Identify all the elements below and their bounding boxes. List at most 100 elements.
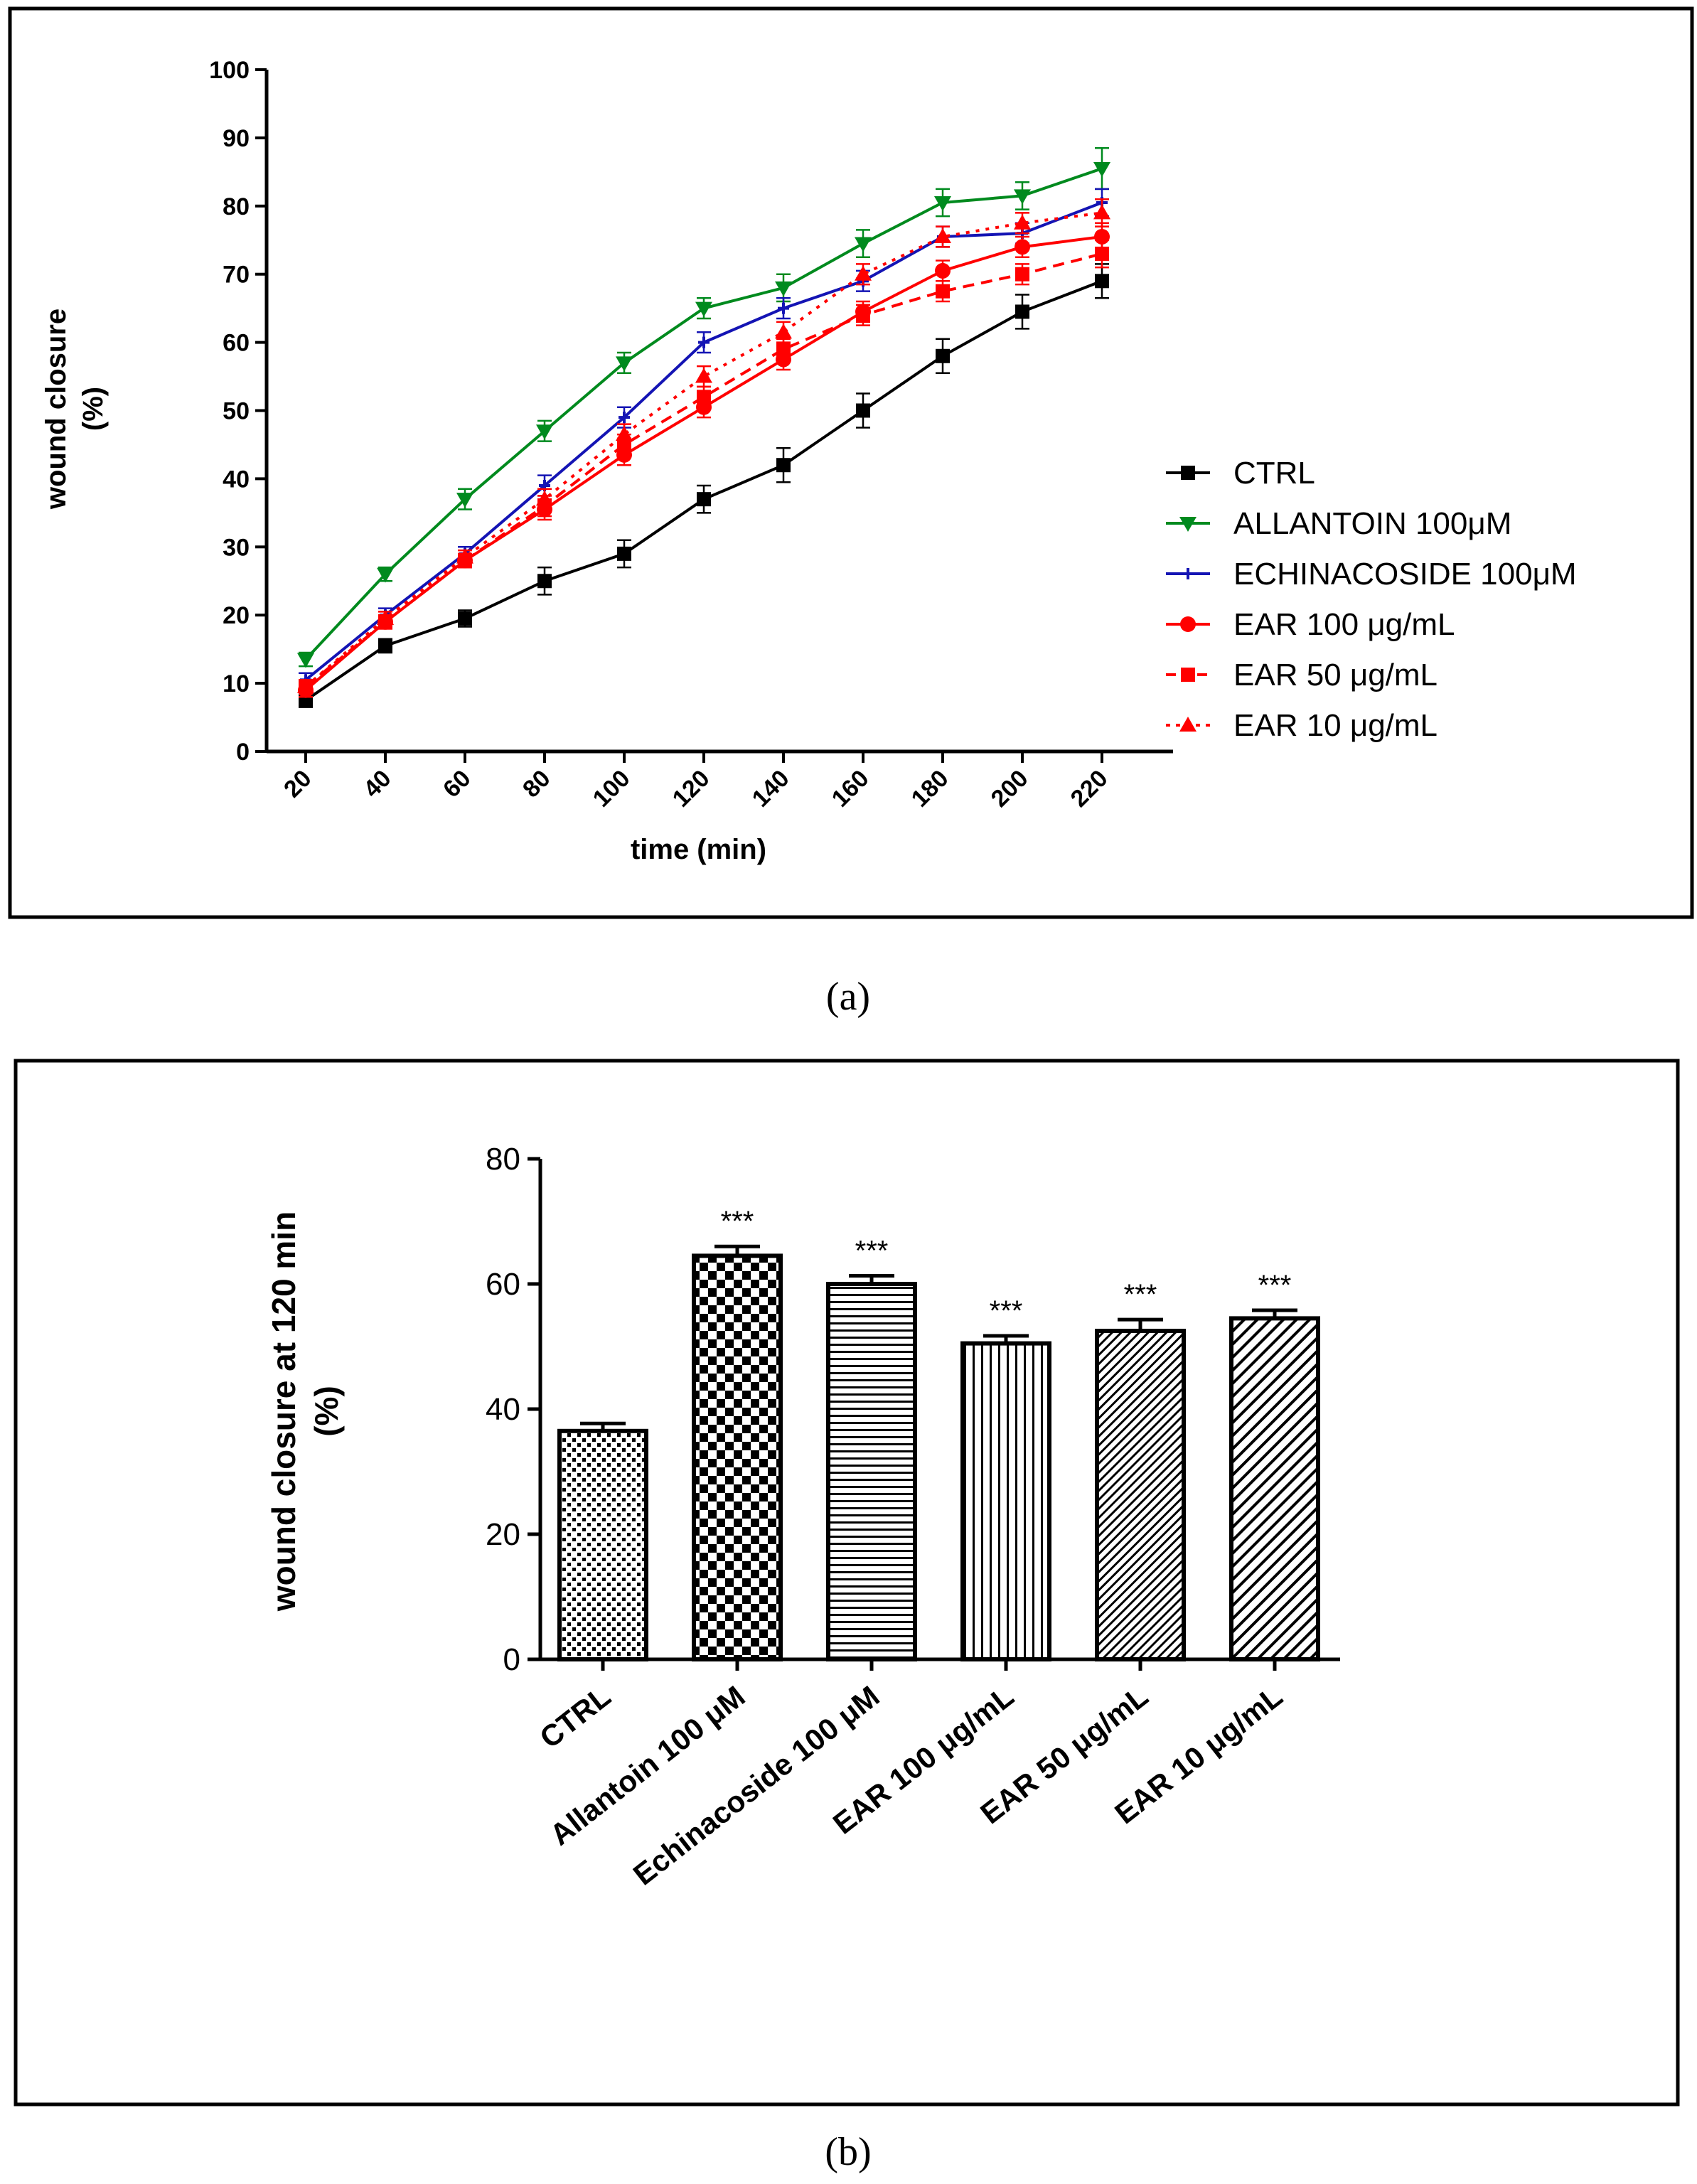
bar	[557, 1428, 648, 1662]
y-tick-label: 80	[486, 1142, 520, 1177]
panel-a-label: (a)	[826, 975, 870, 1019]
data-point	[536, 491, 553, 506]
data-point	[934, 228, 951, 243]
y-tick-label: 50	[223, 398, 250, 425]
data-point	[775, 281, 792, 296]
data-point	[536, 424, 553, 440]
data-point	[778, 302, 789, 314]
legend-marker	[1179, 717, 1197, 732]
x-tick-label: 40	[358, 765, 397, 803]
legend-label: ECHINACOSIDE 100μM	[1233, 557, 1577, 592]
data-point	[776, 458, 791, 473]
data-point	[617, 546, 631, 561]
legend-label: CTRL	[1233, 456, 1315, 491]
y-tick-label: 0	[503, 1642, 520, 1677]
significance-label: ***	[1258, 1270, 1292, 1301]
x-tick-label: 60	[438, 765, 476, 803]
data-point	[698, 336, 710, 348]
series-3	[298, 222, 1110, 698]
significance-label: ***	[990, 1295, 1023, 1327]
y-tick-label: 100	[209, 57, 250, 84]
data-point	[456, 548, 473, 564]
significance-label: ***	[721, 1206, 754, 1237]
x-tick-label: 120	[668, 765, 715, 813]
data-point	[616, 426, 633, 441]
data-point	[456, 493, 473, 508]
data-point	[619, 412, 630, 424]
data-point	[855, 265, 872, 281]
x-tick-label: 20	[279, 765, 317, 803]
y-axis-label: wound closure at 120 min	[265, 1211, 302, 1612]
y-tick-label: 0	[236, 739, 250, 766]
data-point	[297, 678, 314, 693]
x-axis-label: time (min)	[631, 834, 766, 865]
series-0	[299, 263, 1109, 708]
series-line	[304, 201, 1103, 681]
data-point	[377, 567, 394, 583]
y-tick-label: 70	[223, 262, 250, 289]
data-point	[537, 574, 552, 589]
legend-label: EAR 100 μg/mL	[1233, 607, 1455, 642]
data-point	[1093, 204, 1110, 220]
bar	[1229, 1316, 1320, 1662]
legend-label: EAR 50 μg/mL	[1233, 658, 1438, 692]
x-tick-label: 200	[986, 765, 1034, 813]
data-point	[695, 368, 712, 383]
data-point	[934, 196, 951, 212]
legend-marker	[1180, 616, 1196, 632]
y-tick-label: 30	[223, 534, 250, 561]
bar	[826, 1282, 917, 1661]
series-line	[304, 211, 1103, 688]
legend: CTRL ALLANTOIN 100μM ECHINACOSIDE 100μM EAR…	[1166, 456, 1577, 743]
y-tick-label: 60	[486, 1267, 520, 1302]
bar-chart: 0 20 40 60 80 wound closure at 120 min (%) CTRL…	[265, 1142, 1340, 1892]
series-5	[297, 198, 1110, 695]
legend-label: EAR 10 μg/mL	[1233, 708, 1438, 743]
y-tick-label: 40	[223, 466, 250, 493]
data-point	[458, 611, 472, 626]
data-point	[856, 308, 870, 323]
significance-label: ***	[855, 1236, 889, 1267]
y-tick-label: 80	[223, 193, 250, 220]
legend-marker	[1182, 568, 1194, 579]
x-tick-label: 180	[906, 765, 954, 813]
data-point	[377, 609, 394, 625]
bar	[692, 1253, 783, 1661]
legend-marker	[1181, 466, 1195, 480]
bar-group-0: CTRL	[533, 1421, 648, 1755]
series-1	[297, 147, 1110, 668]
data-point	[1095, 274, 1109, 289]
x-tick-label: CTRL	[533, 1679, 616, 1755]
y-tick-label: 40	[486, 1392, 520, 1427]
data-point	[856, 403, 870, 418]
data-point	[1014, 189, 1031, 205]
x-tick-label: 220	[1066, 765, 1113, 813]
y-tick-label: 90	[223, 125, 250, 152]
data-point	[697, 390, 711, 405]
data-point	[1015, 267, 1029, 282]
data-point	[775, 323, 792, 339]
bar	[960, 1341, 1051, 1661]
data-point	[1015, 239, 1030, 255]
data-point	[936, 348, 950, 363]
bar	[1095, 1329, 1186, 1661]
significance-label: ***	[1124, 1279, 1157, 1310]
line-chart: 0 10 20 30 40 50 60 70 80 90 100 20 40 60 80 100 120 140 1…	[41, 57, 1577, 865]
data-point	[936, 284, 950, 299]
y-tick-label: 60	[223, 330, 250, 357]
legend-label: ALLANTOIN 100μM	[1233, 506, 1511, 541]
y-axis-label: (%)	[77, 387, 109, 431]
x-tick-label: 160	[827, 765, 874, 813]
panel-b-label: (b)	[825, 2130, 871, 2174]
data-point	[1093, 162, 1110, 178]
data-point	[855, 237, 872, 252]
x-tick-label: 140	[747, 765, 795, 813]
data-point	[697, 492, 711, 507]
x-tick-label: 80	[518, 765, 556, 803]
series-2	[299, 188, 1109, 688]
y-tick-label: 20	[223, 602, 250, 629]
y-tick-label: 20	[486, 1517, 520, 1552]
x-tick-label: 100	[588, 765, 636, 813]
y-axis-label: (%)	[308, 1386, 345, 1437]
